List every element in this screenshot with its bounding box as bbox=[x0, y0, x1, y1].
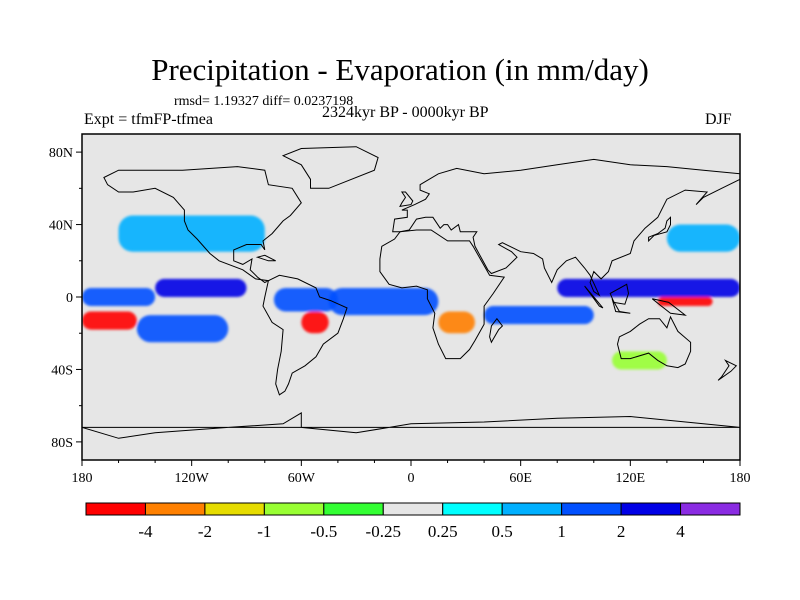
coastline-14 bbox=[717, 359, 738, 381]
colorbar-box-3 bbox=[263, 502, 325, 516]
field-region-10 bbox=[557, 278, 740, 297]
season-label: DJF bbox=[705, 111, 732, 128]
colorbar-box-7 bbox=[501, 502, 563, 516]
colorbar-label-6: 0.5 bbox=[492, 522, 513, 541]
lon-tick-label-3: 0 bbox=[408, 471, 415, 486]
coastline-11 bbox=[609, 283, 630, 305]
colorbar-box-6 bbox=[442, 502, 503, 516]
colorbar-label-2: -1 bbox=[257, 522, 271, 541]
colorbar-box-2 bbox=[204, 502, 265, 516]
field-region-8 bbox=[438, 311, 475, 334]
field-region-9 bbox=[484, 306, 594, 325]
colorbar-label-0: -4 bbox=[138, 522, 153, 541]
lat-tick-label-1: 40N bbox=[49, 219, 73, 234]
colorbar-label-9: 4 bbox=[676, 522, 685, 541]
map-area bbox=[81, 133, 741, 461]
colorbar: -4 -2 -1 -0.5 -0.25 0.25 0.5 1 2 4 bbox=[85, 502, 741, 541]
field-region-11 bbox=[657, 297, 713, 307]
pme-field bbox=[82, 215, 740, 370]
colorbar-label-1: -2 bbox=[198, 522, 212, 541]
field-region-12 bbox=[666, 224, 740, 252]
coastline-1 bbox=[262, 274, 348, 396]
colorbar-box-10 bbox=[680, 502, 741, 516]
lon-tick-label-6: 180 bbox=[730, 471, 751, 486]
coastline-4 bbox=[616, 315, 692, 369]
colorbar-label-8: 2 bbox=[617, 522, 626, 541]
colorbar-box-5 bbox=[382, 502, 444, 516]
coastline-0 bbox=[103, 166, 302, 284]
coastline-2 bbox=[379, 229, 506, 360]
lon-tick-label-1: 120W bbox=[175, 471, 210, 486]
colorbar-label-5: 0.25 bbox=[428, 522, 458, 541]
colorbar-box-1 bbox=[144, 502, 206, 516]
latitude-axis: 80N 40N 0 40S 80S bbox=[49, 146, 82, 451]
coastline-6 bbox=[82, 412, 740, 439]
field-region-0 bbox=[82, 287, 156, 307]
lat-tick-label-3: 40S bbox=[51, 363, 73, 378]
colorbar-box-0 bbox=[85, 502, 146, 516]
lon-tick-label-4: 60E bbox=[509, 471, 532, 486]
plot-title: Precipitation - Evaporation (in mm/day) bbox=[151, 52, 649, 87]
period-label: 2324kyr BP - 0000kyr BP bbox=[322, 104, 489, 121]
field-region-2 bbox=[136, 315, 229, 343]
coastline-13 bbox=[489, 317, 504, 344]
colorbar-label-3: -0.5 bbox=[310, 522, 337, 541]
lat-tick-label-4: 80S bbox=[51, 436, 73, 451]
coastline-9 bbox=[584, 285, 604, 309]
colorbar-label-7: 1 bbox=[557, 522, 566, 541]
colorbar-box-4 bbox=[323, 502, 384, 516]
lon-tick-label-2: 60W bbox=[288, 471, 316, 486]
coastline-5 bbox=[281, 146, 379, 189]
coastline-7 bbox=[399, 191, 414, 208]
colorbar-box-8 bbox=[561, 502, 622, 516]
field-region-7 bbox=[328, 287, 439, 316]
field-region-1 bbox=[82, 311, 137, 330]
colorbar-label-4: -0.25 bbox=[366, 522, 401, 541]
experiment-label: Expt = tfmFP-tfmea bbox=[84, 111, 214, 128]
colorbar-box-9 bbox=[620, 502, 682, 516]
lon-tick-label-5: 120E bbox=[616, 471, 646, 486]
field-region-13 bbox=[612, 351, 667, 370]
coastline-15 bbox=[255, 254, 276, 262]
field-region-3 bbox=[155, 278, 247, 297]
lat-tick-label-2: 0 bbox=[66, 291, 73, 306]
coastline-8 bbox=[648, 216, 671, 243]
coastline-3 bbox=[392, 158, 740, 297]
field-region-6 bbox=[273, 287, 338, 312]
lat-tick-label-0: 80N bbox=[49, 146, 73, 161]
coastline-10 bbox=[611, 298, 631, 314]
field-region-5 bbox=[301, 311, 329, 334]
lon-tick-label-0: 180 bbox=[72, 471, 93, 486]
coastlines bbox=[82, 146, 740, 439]
longitude-axis: 180 120W 60W 0 60E 120E 180 bbox=[72, 460, 751, 486]
stats-text: rmsd= 1.19327 diff= 0.0237198 bbox=[174, 94, 354, 109]
coastline-12 bbox=[651, 298, 687, 316]
